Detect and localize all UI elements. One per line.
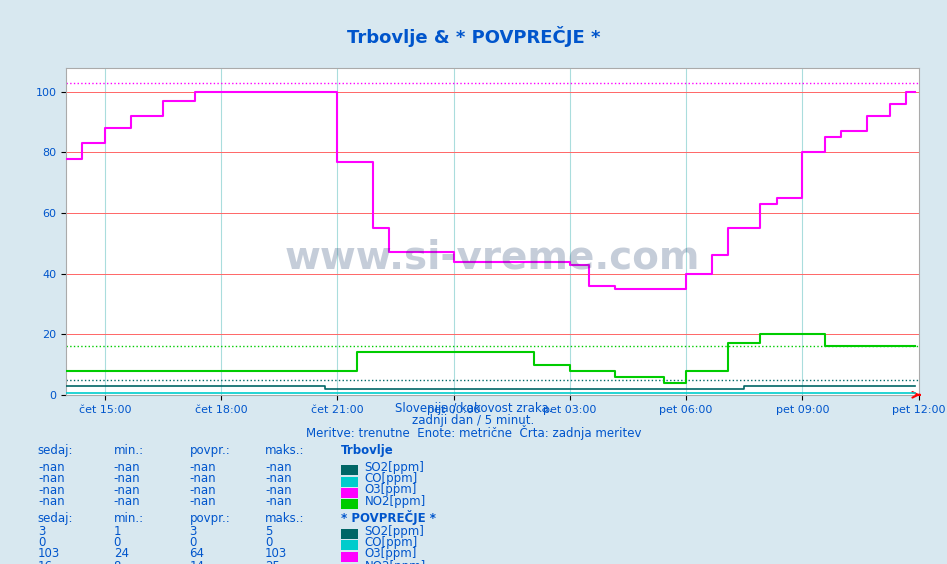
Text: SO2[ppm]: SO2[ppm] xyxy=(365,461,424,474)
Text: Meritve: trenutne  Enote: metrične  Črta: zadnja meritev: Meritve: trenutne Enote: metrične Črta: … xyxy=(306,425,641,440)
Text: 0: 0 xyxy=(189,536,197,549)
Text: 1: 1 xyxy=(114,525,121,537)
Text: povpr.:: povpr.: xyxy=(189,444,230,457)
Text: 3: 3 xyxy=(189,525,197,537)
Text: zadnji dan / 5 minut.: zadnji dan / 5 minut. xyxy=(412,413,535,427)
Text: 5: 5 xyxy=(265,525,273,537)
Text: SO2[ppm]: SO2[ppm] xyxy=(365,525,424,537)
Text: maks.:: maks.: xyxy=(265,444,305,457)
Text: -nan: -nan xyxy=(38,461,64,474)
Text: Trbovlje: Trbovlje xyxy=(341,444,394,457)
Text: maks.:: maks.: xyxy=(265,512,305,525)
Text: NO2[ppm]: NO2[ppm] xyxy=(365,495,426,508)
Text: -nan: -nan xyxy=(265,461,292,474)
Text: -nan: -nan xyxy=(265,495,292,508)
Text: 0: 0 xyxy=(114,536,121,549)
Text: 64: 64 xyxy=(189,547,205,560)
Text: -nan: -nan xyxy=(38,483,64,496)
Text: -nan: -nan xyxy=(114,495,140,508)
Text: -nan: -nan xyxy=(114,472,140,485)
Text: -nan: -nan xyxy=(114,461,140,474)
Text: Slovenija / kakovost zraka.: Slovenija / kakovost zraka. xyxy=(395,402,552,416)
Text: -nan: -nan xyxy=(189,472,216,485)
Text: 14: 14 xyxy=(189,559,205,564)
Text: CO[ppm]: CO[ppm] xyxy=(365,536,418,549)
Text: -nan: -nan xyxy=(189,461,216,474)
Text: min.:: min.: xyxy=(114,444,144,457)
Text: 103: 103 xyxy=(265,547,287,560)
Text: NO2[ppm]: NO2[ppm] xyxy=(365,559,426,564)
Text: 16: 16 xyxy=(38,559,53,564)
Text: 3: 3 xyxy=(38,525,45,537)
Text: povpr.:: povpr.: xyxy=(189,512,230,525)
Text: -nan: -nan xyxy=(38,495,64,508)
Text: sedaj:: sedaj: xyxy=(38,444,73,457)
Text: sedaj:: sedaj: xyxy=(38,512,73,525)
Text: 8: 8 xyxy=(114,559,121,564)
Text: Trbovlje & * POVPREČJE *: Trbovlje & * POVPREČJE * xyxy=(347,26,600,47)
Text: min.:: min.: xyxy=(114,512,144,525)
Text: O3[ppm]: O3[ppm] xyxy=(365,483,417,496)
Text: 0: 0 xyxy=(38,536,45,549)
Text: -nan: -nan xyxy=(189,495,216,508)
Text: 103: 103 xyxy=(38,547,60,560)
Text: www.si-vreme.com: www.si-vreme.com xyxy=(285,239,700,276)
Text: 24: 24 xyxy=(114,547,129,560)
Text: CO[ppm]: CO[ppm] xyxy=(365,472,418,485)
Text: -nan: -nan xyxy=(189,483,216,496)
Text: -nan: -nan xyxy=(114,483,140,496)
Text: 25: 25 xyxy=(265,559,280,564)
Text: -nan: -nan xyxy=(265,472,292,485)
Text: -nan: -nan xyxy=(265,483,292,496)
Text: * POVPREČJE *: * POVPREČJE * xyxy=(341,510,436,525)
Text: O3[ppm]: O3[ppm] xyxy=(365,547,417,560)
Text: 0: 0 xyxy=(265,536,273,549)
Text: -nan: -nan xyxy=(38,472,64,485)
